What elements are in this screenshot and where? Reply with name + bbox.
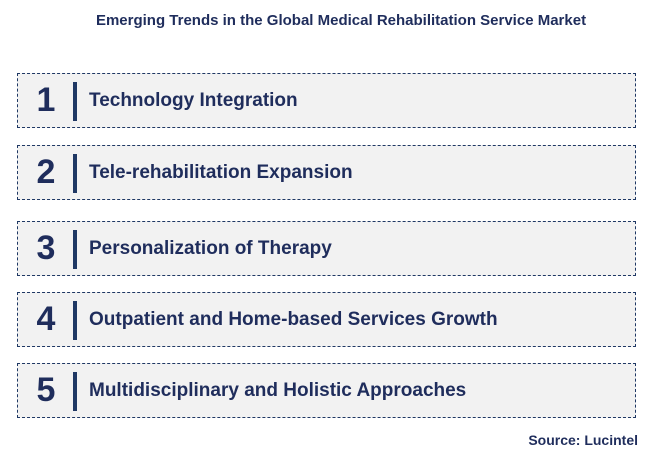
trend-divider bbox=[73, 301, 77, 340]
trend-label: Multidisciplinary and Holistic Approache… bbox=[89, 379, 467, 401]
trend-number: 1 bbox=[36, 81, 56, 119]
trend-item-5: 5 Multidisciplinary and Holistic Approac… bbox=[17, 363, 636, 418]
trend-number: 3 bbox=[36, 229, 56, 267]
trend-divider bbox=[73, 154, 77, 193]
trend-divider bbox=[73, 82, 77, 121]
trend-number: 2 bbox=[36, 153, 56, 191]
trend-label: Technology Integration bbox=[89, 89, 298, 111]
trend-item-3: 3 Personalization of Therapy bbox=[17, 221, 636, 276]
trend-label: Tele-rehabilitation Expansion bbox=[89, 161, 353, 183]
trend-item-1: 1 Technology Integration bbox=[17, 73, 636, 128]
source-credit: Source: Lucintel bbox=[528, 432, 638, 448]
page-title: Emerging Trends in the Global Medical Re… bbox=[95, 12, 587, 29]
trend-number: 5 bbox=[36, 371, 56, 409]
trend-item-4: 4 Outpatient and Home-based Services Gro… bbox=[17, 292, 636, 347]
trend-divider bbox=[73, 230, 77, 269]
trend-label: Outpatient and Home-based Services Growt… bbox=[89, 308, 498, 330]
trend-divider bbox=[73, 372, 77, 411]
trend-label: Personalization of Therapy bbox=[89, 237, 332, 259]
trend-item-2: 2 Tele-rehabilitation Expansion bbox=[17, 145, 636, 200]
trend-number: 4 bbox=[36, 300, 56, 338]
